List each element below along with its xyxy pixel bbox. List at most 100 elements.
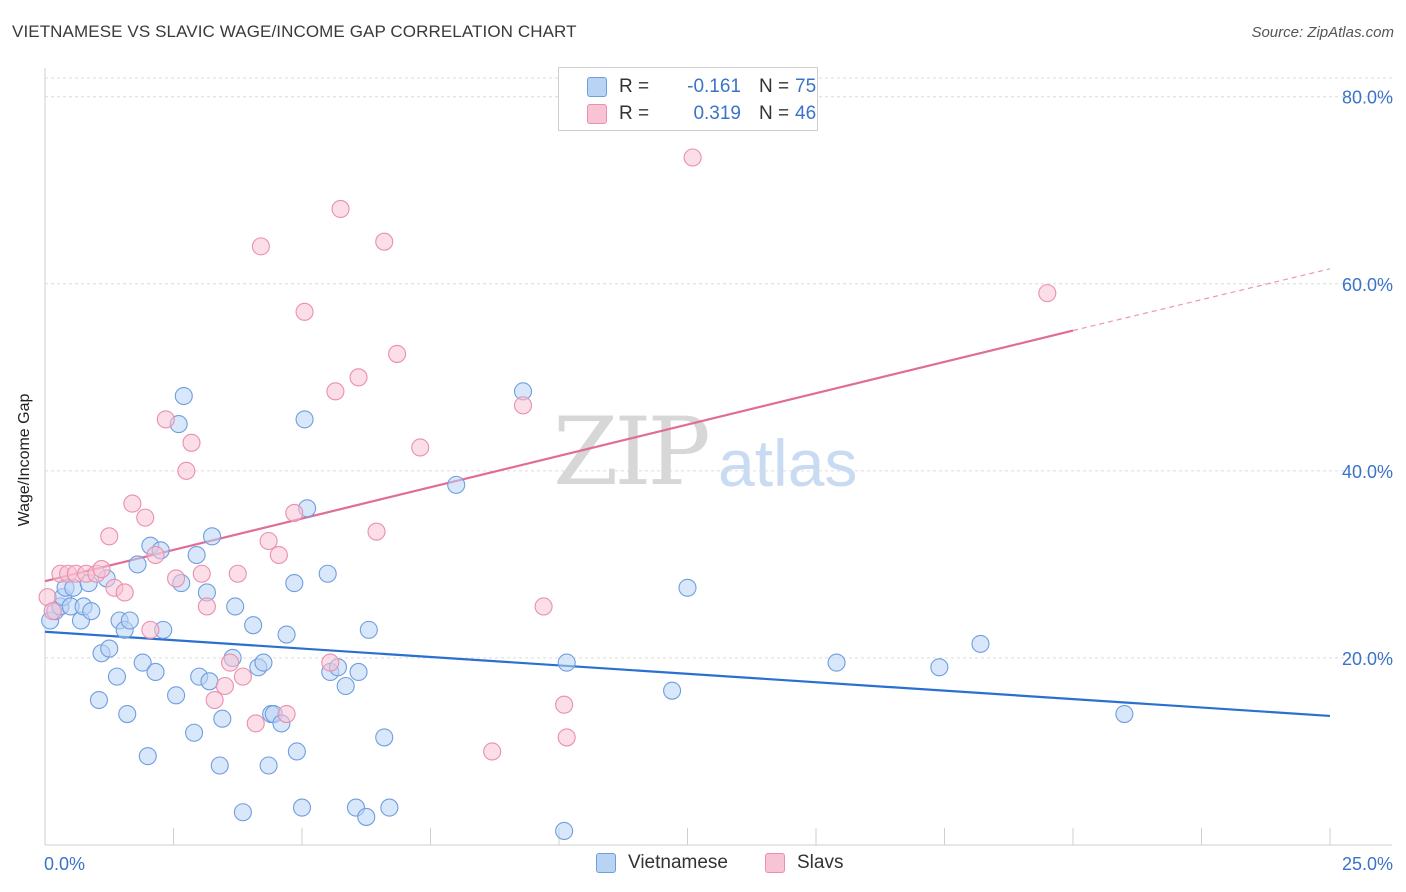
r-value: -0.161 [687, 76, 741, 97]
y-axis-label: Wage/Income Gap [16, 393, 33, 527]
slavs-point [411, 438, 430, 457]
vietnamese-point [336, 676, 355, 696]
y-tick-label: 20.0% [1342, 649, 1393, 669]
vietnamese-swatch [596, 853, 616, 873]
vietnamese-point [226, 597, 245, 616]
slavs-swatch [765, 853, 785, 873]
y-tick-label: 40.0% [1342, 462, 1393, 482]
slavs-point [197, 597, 216, 616]
slavs-point [534, 597, 553, 616]
vietnamese-point [259, 756, 278, 775]
slavs-point [167, 569, 186, 588]
point-layer [38, 148, 1134, 841]
correlation-legend: R = -0.161 N = 75 R = 0.319 N = 46 [558, 67, 818, 131]
y-tick-label: 60.0% [1342, 275, 1393, 295]
vietnamese-point [107, 667, 127, 686]
slavs-point [215, 676, 234, 696]
slavs-point [321, 653, 340, 672]
legend-label: Slavs [797, 852, 844, 873]
vietnamese-point [118, 704, 137, 724]
n-value: 46 [795, 103, 817, 124]
vietnamese-swatch [587, 77, 607, 97]
vietnamese-point [287, 742, 306, 761]
axis-layer [44, 68, 1392, 846]
y-tick-label: 80.0% [1342, 88, 1393, 108]
legend-label: Vietnamese [628, 852, 728, 873]
vietnamese-point [133, 653, 152, 672]
slavs-point [156, 410, 175, 429]
chart-source: Source: ZipAtlas.com [1251, 24, 1394, 41]
slavs-point [367, 522, 386, 541]
vietnamese-point [971, 634, 990, 653]
n-value: 75 [795, 76, 817, 97]
slavs-point [115, 583, 134, 602]
vietnamese-point [295, 410, 314, 429]
vietnamese-point [146, 662, 165, 682]
slavs-point [246, 714, 265, 733]
slavs-point [146, 545, 165, 565]
vietnamese-point [100, 639, 119, 658]
vietnamese-point [827, 653, 846, 672]
x-tick-label: 25.0% [1342, 854, 1393, 874]
x-tick-label: 0.0% [44, 854, 85, 874]
slavs-point [43, 602, 62, 621]
vietnamese-point [210, 756, 229, 775]
slavs-point [141, 620, 160, 639]
slavs-point [220, 653, 240, 672]
vietnamese-point [663, 681, 682, 700]
slavs-point [295, 302, 314, 321]
grid-layer [45, 77, 1392, 659]
vietnamese-point [285, 574, 304, 593]
slavs-point [259, 531, 278, 551]
vietnamese-point [447, 475, 466, 494]
slavs-point [100, 527, 119, 546]
slavs-point [269, 545, 288, 565]
slavs-point [233, 667, 252, 686]
vietnamese-point [174, 386, 193, 406]
vietnamese-point [254, 653, 273, 672]
vietnamese-point [120, 611, 139, 630]
vietnamese-point [375, 728, 394, 747]
vietnamese-point [359, 620, 378, 639]
tick-label-layer: 20.0% 40.0% 60.0% 80.0% 0.0% 25.0% [44, 88, 1393, 874]
vietnamese-point [82, 602, 101, 621]
slavs-point [331, 199, 350, 219]
slavs-point [92, 560, 111, 579]
slavs-swatch [587, 104, 607, 124]
vietnamese-point [233, 803, 252, 822]
slavs-point [123, 494, 142, 513]
slavs-point [136, 508, 155, 527]
vietnamese-point [185, 723, 204, 742]
vietnamese-point [1115, 704, 1134, 724]
slavs-point [326, 382, 345, 401]
vietnamese-point [187, 545, 206, 565]
vietnamese-point [89, 690, 109, 710]
slavs-point [483, 742, 502, 761]
watermark-atlas: atlas [718, 426, 858, 500]
vietnamese-point [277, 625, 296, 644]
vietnamese-point [167, 686, 186, 705]
vietnamese-point [557, 653, 576, 672]
slavs-trend-extension [1072, 268, 1331, 332]
slavs-point [683, 148, 702, 167]
vietnamese-point [678, 578, 697, 597]
r-value: 0.319 [693, 103, 741, 124]
slavs-trend-line [44, 329, 1074, 583]
slavs-point [182, 433, 201, 452]
slavs-point [555, 695, 574, 714]
watermark-zip: ZIP [553, 398, 711, 507]
slavs-point [205, 690, 224, 710]
vietnamese-point [200, 672, 219, 691]
slavs-point [1038, 284, 1057, 303]
r-label: R = [619, 103, 650, 124]
trend-layer [44, 268, 1331, 718]
slavs-point [513, 396, 533, 415]
slavs-point [349, 368, 368, 387]
slavs-point [228, 564, 247, 583]
vietnamese-point [349, 662, 368, 682]
slavs-point [375, 232, 394, 251]
vietnamese-trend-line [44, 630, 1331, 718]
vietnamese-point [357, 807, 376, 826]
slavs-point [388, 344, 407, 363]
vietnamese-point [203, 527, 222, 546]
